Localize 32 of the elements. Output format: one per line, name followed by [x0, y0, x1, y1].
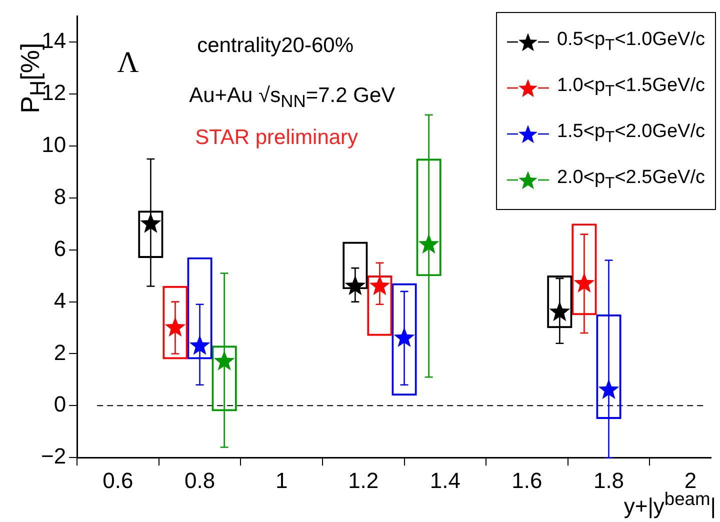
- point: [140, 212, 162, 233]
- legend-label: 1.0<p$_{T}$<1.5GeV/c: [556, 75, 705, 102]
- legend-label: 1.5<p$_{T}$<2.0GeV/c: [556, 121, 705, 148]
- x-tick-label: 0.6: [102, 468, 134, 493]
- point: [214, 350, 235, 370]
- point: [418, 234, 440, 254]
- point: [189, 334, 210, 355]
- x-tick-label: 1.2: [348, 468, 379, 493]
- y-tick-label: 8: [54, 184, 66, 210]
- point: [394, 327, 415, 348]
- annotation: centrality20-60%: [197, 34, 354, 58]
- annotation: Λ: [117, 46, 139, 80]
- y-tick-label: 6: [54, 236, 66, 261]
- legend-label: 2.0<p$_{T}$<2.5GeV/c: [556, 167, 705, 194]
- point: [344, 275, 366, 296]
- annotation: STAR preliminary: [195, 126, 358, 150]
- y-tick-label: −2: [40, 444, 66, 469]
- x-tick-label: 1.8: [593, 468, 624, 493]
- x-tick-label: 1.6: [512, 468, 542, 493]
- bar: [162, 286, 188, 360]
- x-tick-label: 0.8: [184, 468, 216, 493]
- x-tick-label: 1.4: [430, 468, 460, 493]
- point: [574, 272, 595, 293]
- point: [598, 379, 620, 399]
- y-tick-label: 2: [54, 340, 66, 365]
- x-tick-label: 1: [275, 468, 288, 493]
- bar: [392, 283, 417, 396]
- legend-label: 0.5<p$_{T}$<1.0GeV/c: [556, 29, 705, 56]
- y-tick-label: 0: [54, 392, 66, 417]
- y-tick-label: 10: [42, 132, 66, 158]
- annotation: Au+Au √s$_{NN}$=7.2 GeV: [189, 84, 396, 112]
- y-tick-label: 4: [54, 288, 66, 313]
